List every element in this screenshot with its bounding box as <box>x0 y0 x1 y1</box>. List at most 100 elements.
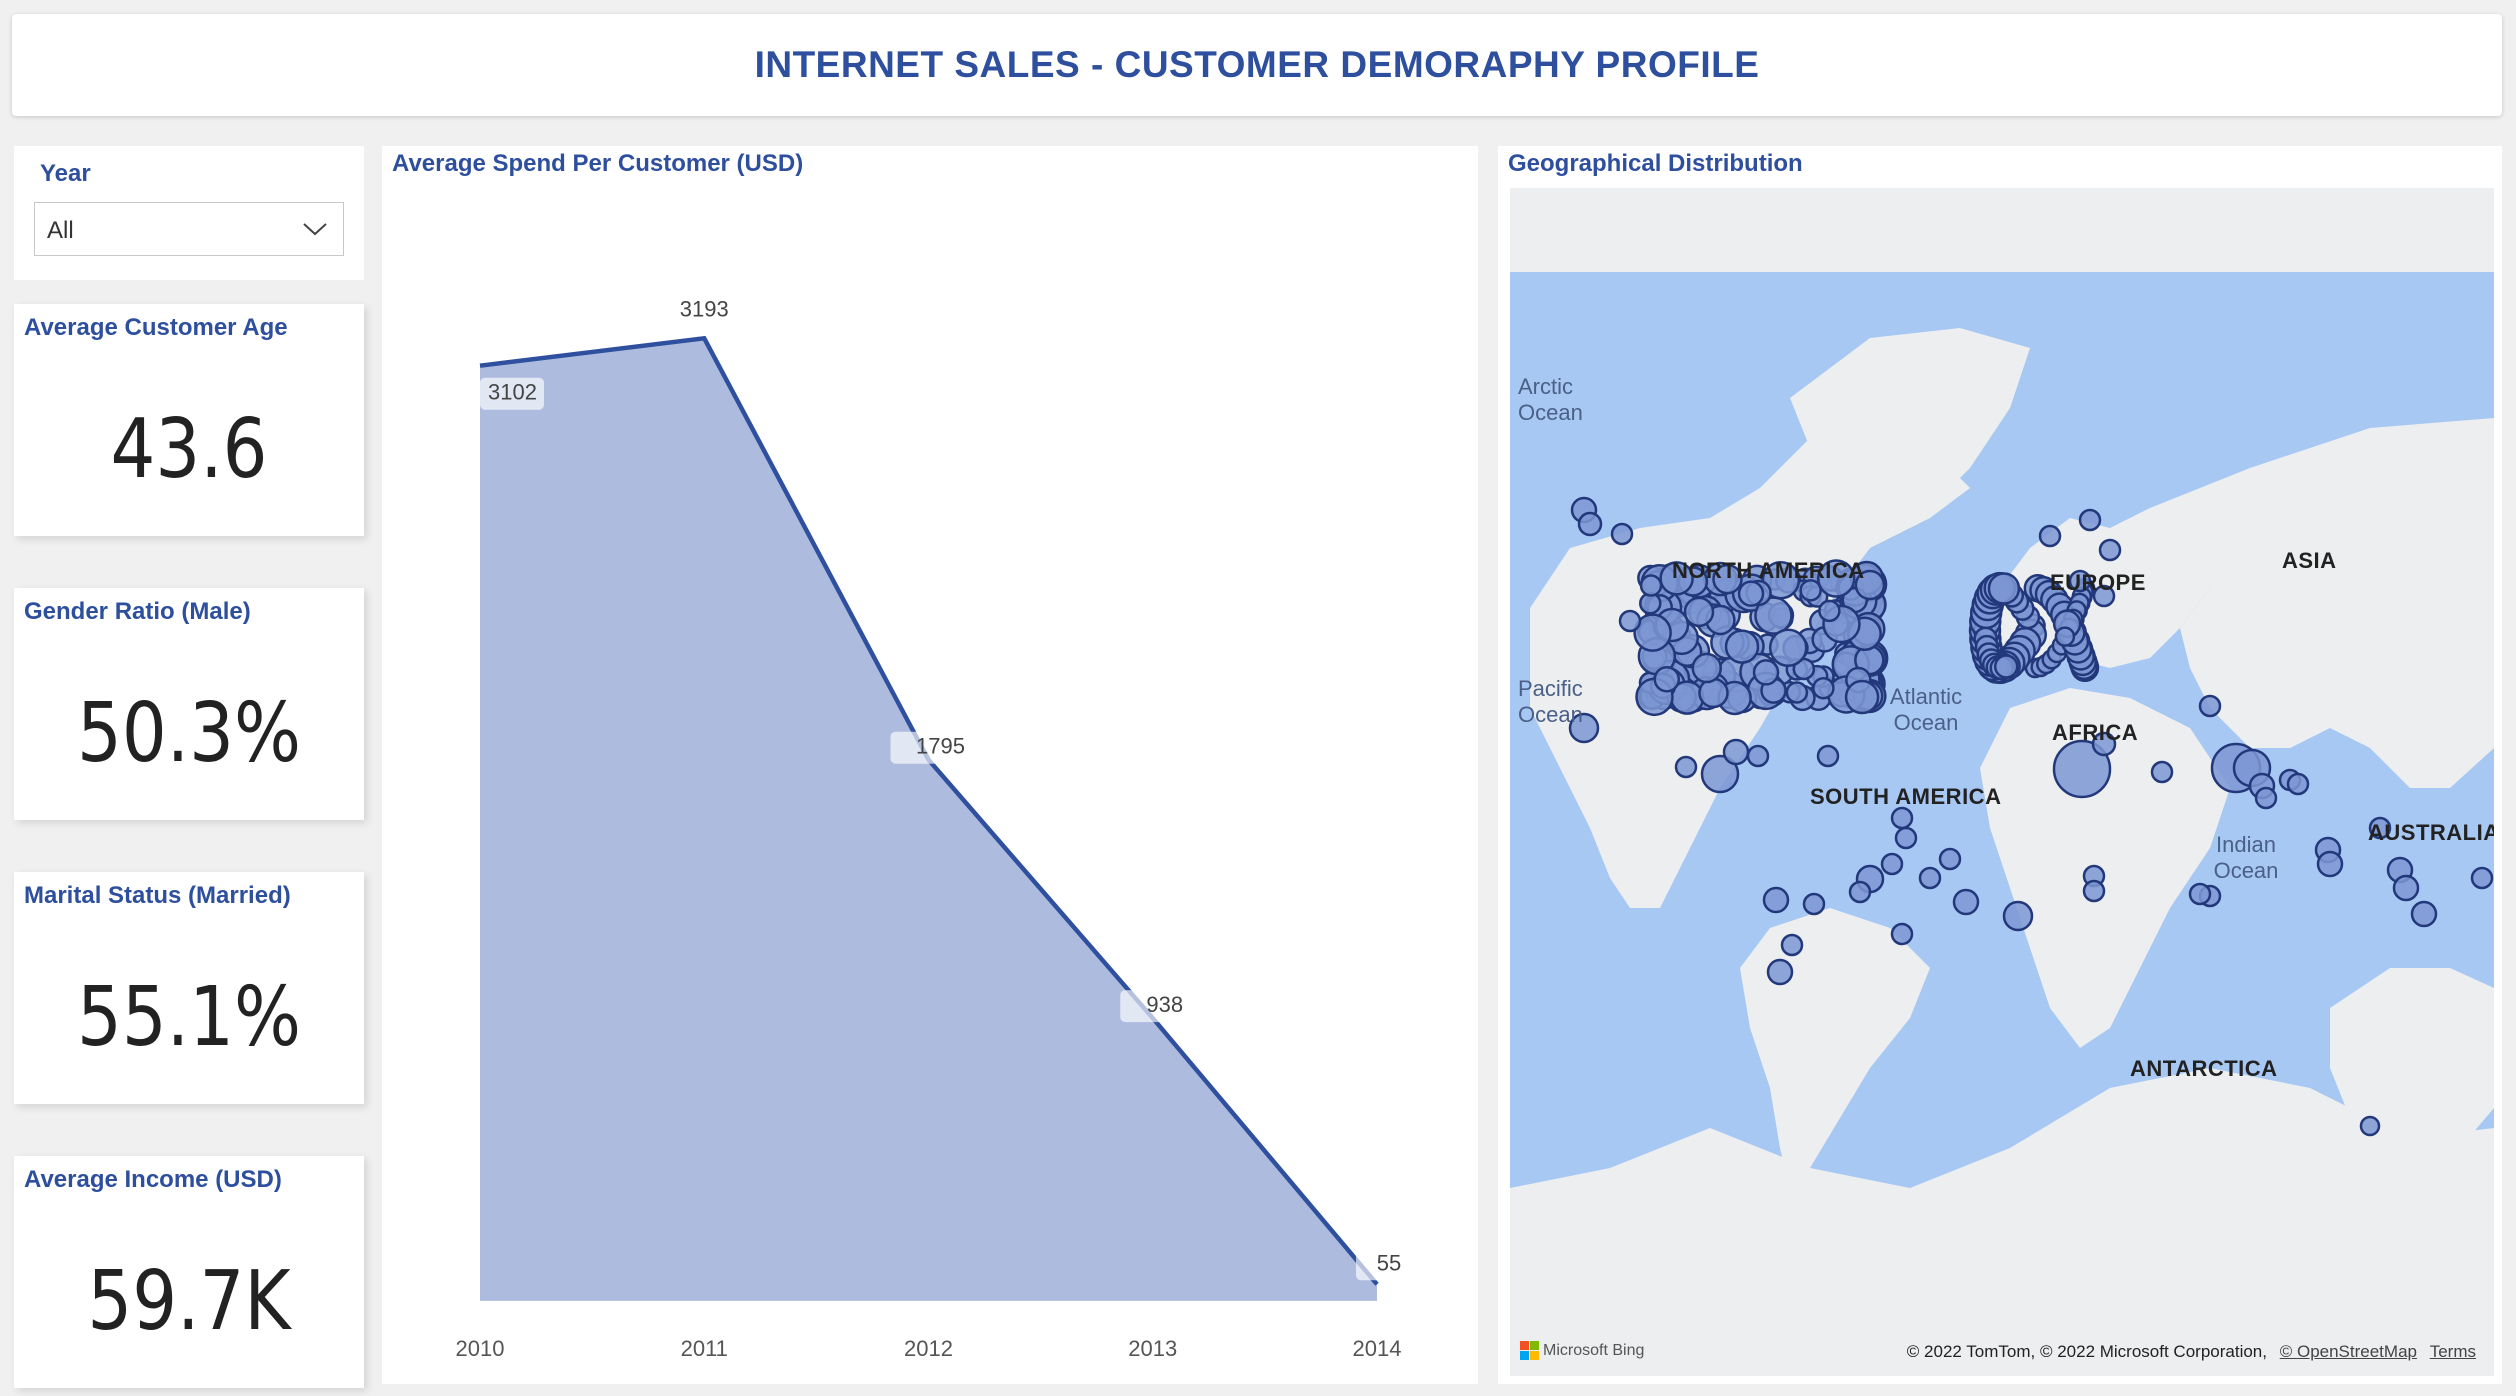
geographical-distribution-panel[interactable]: Geographical Distribution Arctic Ocean P… <box>1498 146 2502 1384</box>
antarctica-label: ANTARCTICA <box>2130 1056 2278 1081</box>
customer-location-bubble[interactable] <box>1653 665 1681 693</box>
data-label: 3193 <box>680 296 729 321</box>
data-label-bg <box>1356 1248 1398 1281</box>
customer-location-bubble[interactable] <box>1780 933 1804 957</box>
customer-location-bubble[interactable] <box>2098 538 2122 562</box>
customer-location-bubble[interactable] <box>1768 628 1808 667</box>
customer-location-bubble[interactable] <box>1712 563 1743 595</box>
customer-location-bubble[interactable] <box>1938 847 1962 871</box>
customer-location-bubble[interactable] <box>1818 599 1841 623</box>
customer-location-bubble[interactable] <box>1700 754 1740 794</box>
customer-location-bubble[interactable] <box>2188 882 2212 906</box>
data-label: 938 <box>1146 992 1183 1017</box>
asia-label: ASIA <box>2282 548 2337 573</box>
customer-location-bubble[interactable] <box>1890 922 1914 946</box>
customer-location-bubble[interactable] <box>1674 755 1698 779</box>
customer-location-bubble[interactable] <box>1766 958 1794 986</box>
kpi-title: Average Income (USD) <box>24 1166 282 1193</box>
customer-location-bubble[interactable] <box>2052 739 2112 799</box>
customer-location-bubble[interactable] <box>1854 569 1886 601</box>
south-america-label: SOUTH AMERICA <box>1810 784 2002 809</box>
customer-location-bubble[interactable] <box>1844 679 1880 715</box>
data-label: 3102 <box>488 380 537 405</box>
kpi-title: Marital Status (Married) <box>24 882 291 909</box>
customer-location-bubble[interactable] <box>1762 886 1790 914</box>
africa-label: AFRICA <box>2052 720 2139 745</box>
data-label-bg <box>1120 990 1174 1023</box>
area-fill <box>480 338 1377 1301</box>
customer-location-bubble[interactable] <box>2002 900 2034 932</box>
x-tick-label: 2013 <box>1128 1336 1177 1361</box>
customer-location-bubble[interactable] <box>1691 652 1723 684</box>
customer-location-bubble[interactable] <box>1802 892 1826 916</box>
pacific-ocean-label: Pacific Ocean <box>1518 676 1583 727</box>
report-title: INTERNET SALES - CUSTOMER DEMORAPHY PROF… <box>754 44 1760 85</box>
data-label: 1795 <box>916 734 965 759</box>
customer-location-bubble[interactable] <box>1752 659 1780 686</box>
customer-location-bubble[interactable] <box>2150 760 2174 784</box>
customer-location-bubble[interactable] <box>2054 626 2076 647</box>
customer-location-bubble[interactable] <box>1698 677 1729 709</box>
customer-location-bubble[interactable] <box>1761 560 1801 600</box>
customer-location-bubble[interactable] <box>2286 772 2310 796</box>
customer-location-bubble[interactable] <box>1812 676 1835 700</box>
customer-location-bubble[interactable] <box>2316 850 2344 878</box>
customer-location-bubble[interactable] <box>2359 1115 2381 1137</box>
customer-location-bubble[interactable] <box>2092 584 2116 608</box>
terms-link[interactable]: Terms <box>2429 1342 2476 1361</box>
customer-location-bubble[interactable] <box>2082 879 2106 903</box>
customer-location-bubble[interactable] <box>1894 826 1918 850</box>
customer-location-bubble[interactable] <box>2078 508 2102 532</box>
europe-label: EUROPE <box>2050 570 2146 595</box>
data-label: 55 <box>1377 1250 1401 1275</box>
world-map[interactable] <box>1510 188 2494 1376</box>
customer-location-bubble[interactable] <box>2038 524 2062 548</box>
greenland-land <box>1790 328 2030 518</box>
customer-location-bubble[interactable] <box>1639 574 1663 597</box>
customer-location-bubble[interactable] <box>1746 744 1770 768</box>
customer-location-bubble[interactable] <box>1799 579 1822 602</box>
south-america-land <box>1740 908 1930 1188</box>
customer-location-bubble[interactable] <box>1610 522 1634 546</box>
customer-location-bubble[interactable] <box>1659 561 1694 596</box>
kpi-card-marital-status: Marital Status (Married) 55.1% <box>14 872 364 1104</box>
customer-location-bubble[interactable] <box>1890 806 1914 830</box>
x-tick-label: 2010 <box>456 1336 505 1361</box>
customer-location-bubble[interactable] <box>2198 694 2222 718</box>
customer-location-bubble[interactable] <box>1618 609 1642 633</box>
customer-location-bubble[interactable] <box>2091 731 2117 757</box>
osm-link[interactable]: © OpenStreetMap <box>2279 1342 2417 1361</box>
customer-location-bubble[interactable] <box>1683 596 1715 628</box>
customer-location-bubble[interactable] <box>1816 559 1856 598</box>
land-masses <box>1510 328 2494 1288</box>
year-dropdown[interactable]: All <box>34 202 344 256</box>
customer-location-bubble[interactable] <box>2392 874 2420 902</box>
customer-location-bubble[interactable] <box>1722 738 1750 766</box>
customer-location-bubble[interactable] <box>2068 569 2092 593</box>
map-canvas[interactable]: Arctic Ocean Pacific Ocean Atlantic Ocea… <box>1510 188 2494 1376</box>
bing-brand-label: Microsoft Bing <box>1543 1341 1645 1359</box>
customer-location-bubble[interactable] <box>2410 900 2438 928</box>
customer-location-bubble[interactable] <box>1816 744 1840 768</box>
customer-location-bubble[interactable] <box>2254 786 2278 810</box>
customer-location-bubble[interactable] <box>1633 613 1672 652</box>
customer-location-bubble[interactable] <box>1792 657 1816 681</box>
customer-location-bubble[interactable] <box>2368 816 2392 840</box>
customer-location-bubble[interactable] <box>1568 712 1600 744</box>
customer-location-bubble[interactable] <box>1880 852 1904 876</box>
year-slicer: Year All <box>14 146 364 280</box>
customer-location-bubble[interactable] <box>1952 888 1980 916</box>
customer-location-bubble[interactable] <box>1577 511 1603 537</box>
customer-location-bubble[interactable] <box>1848 880 1872 904</box>
average-spend-chart-panel[interactable]: Average Spend Per Customer (USD) 3102 319… <box>382 146 1478 1384</box>
customer-location-bubble[interactable] <box>1987 572 2021 605</box>
customer-location-bubble[interactable] <box>1737 580 1765 607</box>
asia-land <box>2150 418 2494 788</box>
customer-location-bubble[interactable] <box>2470 866 2494 890</box>
customer-location-bubble[interactable] <box>1724 629 1760 664</box>
customer-location-bubble[interactable] <box>1785 681 1809 704</box>
chart-title: Average Spend Per Customer (USD) <box>392 150 804 177</box>
customer-location-bubble[interactable] <box>1918 866 1942 890</box>
customer-location-bubble[interactable] <box>1993 654 2019 679</box>
kpi-value: 50.3% <box>76 686 302 781</box>
